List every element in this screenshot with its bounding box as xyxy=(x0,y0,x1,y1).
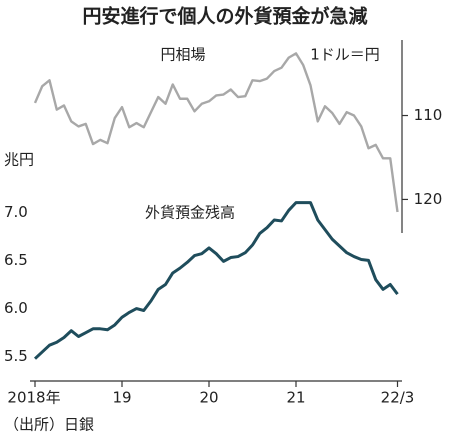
y2-tick-label: 120 xyxy=(414,190,443,208)
y-tick-label: 6.0 xyxy=(4,299,28,317)
y-tick-label: 7.0 xyxy=(4,203,28,221)
chart-title: 円安進行で個人の外貨預金が急減 xyxy=(82,5,367,28)
x-tick-label: 20 xyxy=(199,389,218,407)
x-tick-label: 2018年 xyxy=(7,389,60,407)
y-tick-label: 5.5 xyxy=(4,347,28,365)
source: （出所）日銀 xyxy=(4,416,94,434)
series-line xyxy=(33,52,399,213)
series-label: 円相場 xyxy=(160,46,205,64)
y-tick-label: 6.5 xyxy=(4,251,28,269)
x-tick-label: 22/3 xyxy=(381,389,415,407)
y2-tick-label: 110 xyxy=(414,106,443,124)
x-tick-label: 19 xyxy=(112,389,131,407)
x-tick-label: 21 xyxy=(286,389,305,407)
y2-unit-label: 1ドル＝円 xyxy=(310,46,380,64)
series-line xyxy=(33,201,399,360)
y-axis-label: 兆円 xyxy=(4,151,34,169)
series-label: 外貨預金残高 xyxy=(145,204,235,222)
